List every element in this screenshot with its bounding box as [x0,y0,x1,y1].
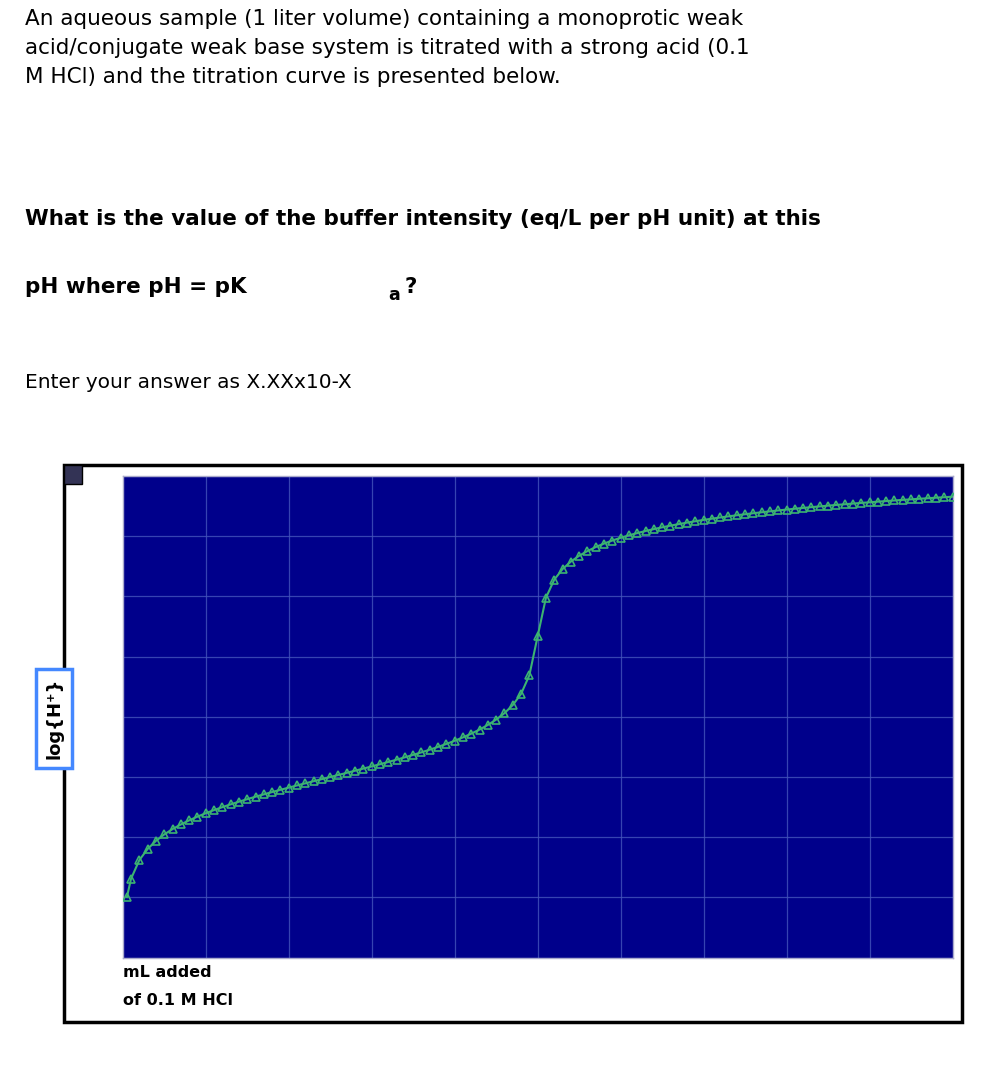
Text: An aqueous sample (1 liter volume) containing a monoprotic weak
acid/conjugate w: An aqueous sample (1 liter volume) conta… [25,9,749,87]
Text: ?: ? [405,277,417,298]
Text: of 0.1 M HCl: of 0.1 M HCl [123,993,233,1008]
Text: a: a [388,287,400,304]
Text: log{H⁺}: log{H⁺} [45,677,63,760]
Text: What is the value of the buffer intensity (eq/L per pH unit) at this: What is the value of the buffer intensit… [25,209,820,229]
Text: pH where pH = pK: pH where pH = pK [25,277,246,298]
Text: Enter your answer as X.XXx10-X: Enter your answer as X.XXx10-X [25,372,352,392]
Text: mL added: mL added [123,965,211,980]
